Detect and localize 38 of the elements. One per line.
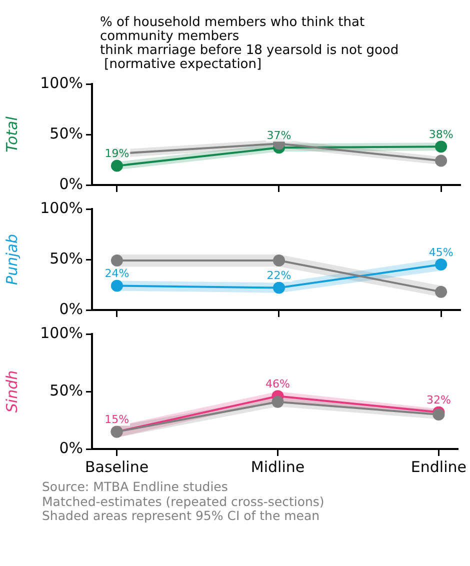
point: [110, 254, 123, 267]
y-tick-label: 50%: [50, 124, 83, 142]
x-tick-label: Baseline: [84, 458, 149, 476]
data-label: 38%: [428, 128, 454, 141]
point: [110, 280, 123, 292]
y-axis-title: Total: [2, 116, 21, 152]
y-tick-label: 100%: [40, 198, 83, 217]
y-tick-label: 0%: [59, 438, 83, 457]
data-label: 46%: [266, 377, 290, 390]
text: Matched-estimates (repeated cross-sections): [42, 494, 326, 509]
x-tick-label: Midline: [250, 458, 305, 476]
y-tick-label: 100%: [40, 324, 83, 342]
y-tick-label: 100%: [40, 74, 83, 92]
point: [435, 258, 448, 271]
data-label: 15%: [104, 413, 130, 426]
source-note: Source: MTBA Endline studies: [42, 479, 229, 494]
y-tick-label: 50%: [50, 249, 83, 268]
point: [110, 160, 123, 172]
data-label: 45%: [428, 246, 454, 259]
point: [272, 396, 284, 408]
data-label: 22%: [266, 269, 292, 282]
point: [435, 140, 448, 153]
y-tick-label: 0%: [59, 174, 83, 193]
y-axis-title: Punjab: [2, 234, 21, 285]
x-tick-label: Endline: [410, 458, 466, 476]
y-axis-title: Sindh: [2, 370, 21, 413]
point: [435, 286, 448, 298]
point: [432, 408, 445, 420]
data-label: 32%: [426, 394, 451, 407]
chart-title: % of household members who think that community members think marriage before 18 yearsold is not good [normative expectation]: [99, 14, 400, 72]
point: [273, 254, 285, 267]
data-label: 24%: [104, 267, 130, 280]
point: [435, 154, 448, 167]
data-label: 37%: [266, 128, 292, 142]
text: Shaded areas represent 95% CI of the mean: [42, 508, 321, 524]
y-tick-label: 0%: [59, 300, 83, 318]
y-tick-label: 50%: [50, 381, 83, 400]
point: [273, 282, 285, 294]
